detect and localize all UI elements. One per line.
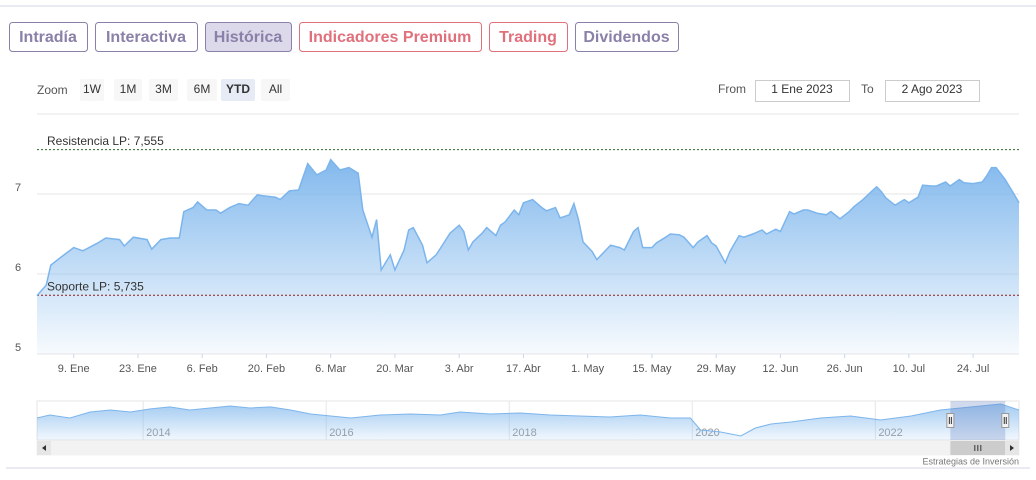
tab-label: Trading <box>499 29 557 46</box>
from-label: From <box>718 82 746 96</box>
x-tick-label: 26. Jun <box>827 363 863 375</box>
y-tick-label: 5 <box>15 342 21 354</box>
tab-label: Intradía <box>19 29 77 46</box>
navigator-handle[interactable] <box>946 413 955 428</box>
to-label: To <box>861 82 874 96</box>
x-tick-label: 24. Jul <box>957 363 989 375</box>
plot-line-label: Soporte LP: 5,735 <box>47 279 144 293</box>
x-tick-label: 6. Mar <box>315 363 347 375</box>
x-tick-label: 12. Jun <box>762 363 798 375</box>
x-tick-label: 1. May <box>571 363 605 375</box>
plot-line-label: Resistencia LP: 7,555 <box>47 134 164 148</box>
zoom-button-label: All <box>269 82 282 96</box>
x-tick-label: 15. May <box>632 363 672 375</box>
tab-label: Histórica <box>214 29 283 46</box>
tab-button[interactable] <box>489 22 568 52</box>
zoom-button[interactable] <box>187 79 217 101</box>
tab-button[interactable] <box>575 22 679 52</box>
x-tick-label: 3. Abr <box>445 363 474 375</box>
x-tick-label: 6. Feb <box>187 363 218 375</box>
navigator-handle[interactable] <box>1001 413 1010 428</box>
x-tick-label: 29. May <box>697 363 737 375</box>
scrollbar-right-arrow <box>1010 445 1014 451</box>
zoom-button-label: YTD <box>226 82 250 96</box>
x-tick-label: 17. Abr <box>506 363 541 375</box>
navigator-line <box>36 403 1020 437</box>
zoom-button[interactable] <box>221 79 255 101</box>
from-value: 1 Ene 2023 <box>771 82 833 96</box>
from-input[interactable] <box>755 80 850 102</box>
zoom-button[interactable] <box>114 79 142 101</box>
series-area <box>37 159 1019 354</box>
x-tick-label: 20. Feb <box>248 363 285 375</box>
tab-label: Dividendos <box>583 29 669 46</box>
x-tick-label: 20. Mar <box>376 363 414 375</box>
tab-label: Indicadores Premium <box>309 29 472 46</box>
zoom-button-label: 3M <box>155 82 172 96</box>
x-tick-label: 9. Ene <box>58 363 90 375</box>
x-tick-label: 23. Ene <box>119 363 157 375</box>
tab-button[interactable] <box>205 22 292 52</box>
y-tick-label: 7 <box>15 182 21 194</box>
navigator-selection <box>950 401 1006 440</box>
navigator-area <box>37 404 1019 440</box>
zoom-button-label: 6M <box>194 82 211 96</box>
zoom-button[interactable] <box>149 79 178 101</box>
series-line <box>36 158 1020 297</box>
credit: Estrategias de Inversión <box>922 456 1019 466</box>
to-value: 2 Ago 2023 <box>902 82 963 96</box>
zoom-button-label: 1M <box>120 82 137 96</box>
tab-button[interactable] <box>95 22 198 52</box>
tab-button[interactable] <box>9 22 88 52</box>
x-tick-label: 10. Jul <box>893 363 925 375</box>
y-tick-label: 6 <box>15 262 21 274</box>
tab-label: Interactiva <box>106 29 186 46</box>
to-input[interactable] <box>885 80 980 102</box>
zoom-label: Zoom <box>37 83 68 97</box>
tab-button[interactable] <box>299 22 482 52</box>
zoom-button[interactable] <box>261 79 290 101</box>
scrollbar-left-arrow <box>42 445 46 451</box>
zoom-button-label: 1W <box>83 82 102 96</box>
scrollbar-track <box>36 440 1020 456</box>
zoom-button[interactable] <box>80 79 104 101</box>
